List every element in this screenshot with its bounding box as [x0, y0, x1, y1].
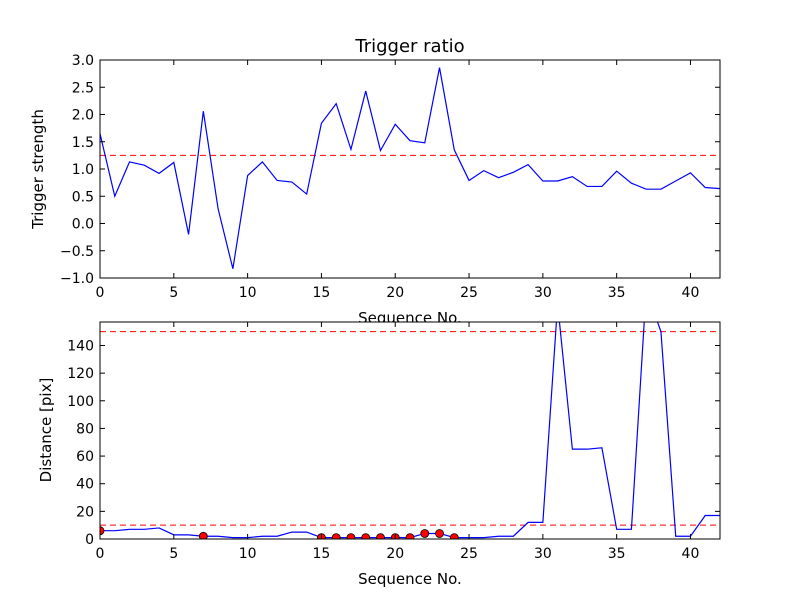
y-tick-label: 2.5: [72, 80, 94, 96]
plot-frame: [99, 321, 721, 540]
y-tick-label: 20: [76, 504, 94, 520]
y-tick-label: 140: [67, 338, 94, 354]
tick-marks: 0 5 10 15 20 25 30 35 40 −1.0 −0.5 0.0 0.5 1.0 1.5 2.0 2…: [60, 53, 720, 301]
chart-title: Trigger ratio: [354, 36, 464, 57]
x-tick-label: 30: [534, 285, 552, 301]
plot-contents: [100, 322, 720, 539]
y-tick-label: 100: [67, 394, 94, 410]
y-axis-label: Trigger strength: [29, 109, 47, 230]
x-axis-label: Sequence No.: [358, 570, 462, 588]
plot-area: [100, 322, 720, 539]
y-tick-label: 0.0: [72, 217, 94, 233]
y-axis-label: Distance [pix]: [37, 378, 55, 483]
x-tick-label: 30: [534, 546, 552, 562]
plot-contents: [100, 67, 720, 269]
y-tick-label: 120: [67, 366, 94, 382]
y-tick-label: 40: [76, 477, 94, 493]
data-point-marker: [449, 533, 459, 539]
y-tick-label: −1.0: [60, 271, 94, 287]
data-point-marker: [405, 533, 415, 539]
x-tick-label: 40: [682, 285, 700, 301]
x-tick-label: 20: [386, 285, 404, 301]
data-point-marker: [376, 533, 385, 539]
distance-chart: 0 5 10 15 20 25 30 35 40 0 20 40 60 80 100 120 140 Seque…: [37, 321, 721, 588]
x-tick-label: 25: [460, 546, 478, 562]
x-tick-label: 0: [96, 285, 105, 301]
y-tick-label: 1.5: [72, 135, 94, 151]
y-tick-label: 0: [85, 532, 94, 548]
y-tick-label: 0.5: [72, 189, 94, 205]
data-point-marker: [331, 533, 341, 539]
x-tick-label: 20: [386, 546, 404, 562]
x-tick-label: 25: [460, 285, 478, 301]
y-tick-label: 2.0: [72, 108, 94, 124]
data-point-marker: [198, 531, 208, 539]
x-tick-label: 0: [96, 546, 105, 562]
x-tick-label: 40: [682, 546, 700, 562]
x-tick-label: 5: [169, 546, 178, 562]
x-tick-label: 10: [239, 285, 257, 301]
series-line: [100, 67, 720, 269]
x-tick-label: 15: [313, 285, 331, 301]
x-tick-label: 10: [239, 546, 257, 562]
data-point-marker: [346, 533, 356, 539]
data-point-marker: [420, 529, 430, 538]
y-tick-label: −0.5: [60, 244, 94, 260]
x-tick-label: 15: [313, 546, 331, 562]
data-point-marker: [361, 533, 371, 539]
y-tick-label: 3.0: [72, 53, 94, 69]
y-tick-label: 60: [76, 449, 94, 465]
x-tick-label: 5: [169, 285, 178, 301]
trigger-ratio-chart: 0 5 10 15 20 25 30 35 40 −1.0 −0.5 0.0 0.5 1.0 1.5 2.0 2…: [29, 36, 721, 327]
y-tick-label: 1.0: [72, 162, 94, 178]
tick-marks: 0 5 10 15 20 25 30 35 40 0 20 40 60 80 100 120 140: [67, 322, 720, 562]
y-tick-label: 80: [76, 421, 94, 437]
data-point-marker: [100, 526, 105, 536]
data-point-marker: [435, 529, 444, 538]
x-tick-label: 35: [608, 546, 626, 562]
x-tick-label: 35: [608, 285, 626, 301]
plot-area: [100, 60, 720, 278]
